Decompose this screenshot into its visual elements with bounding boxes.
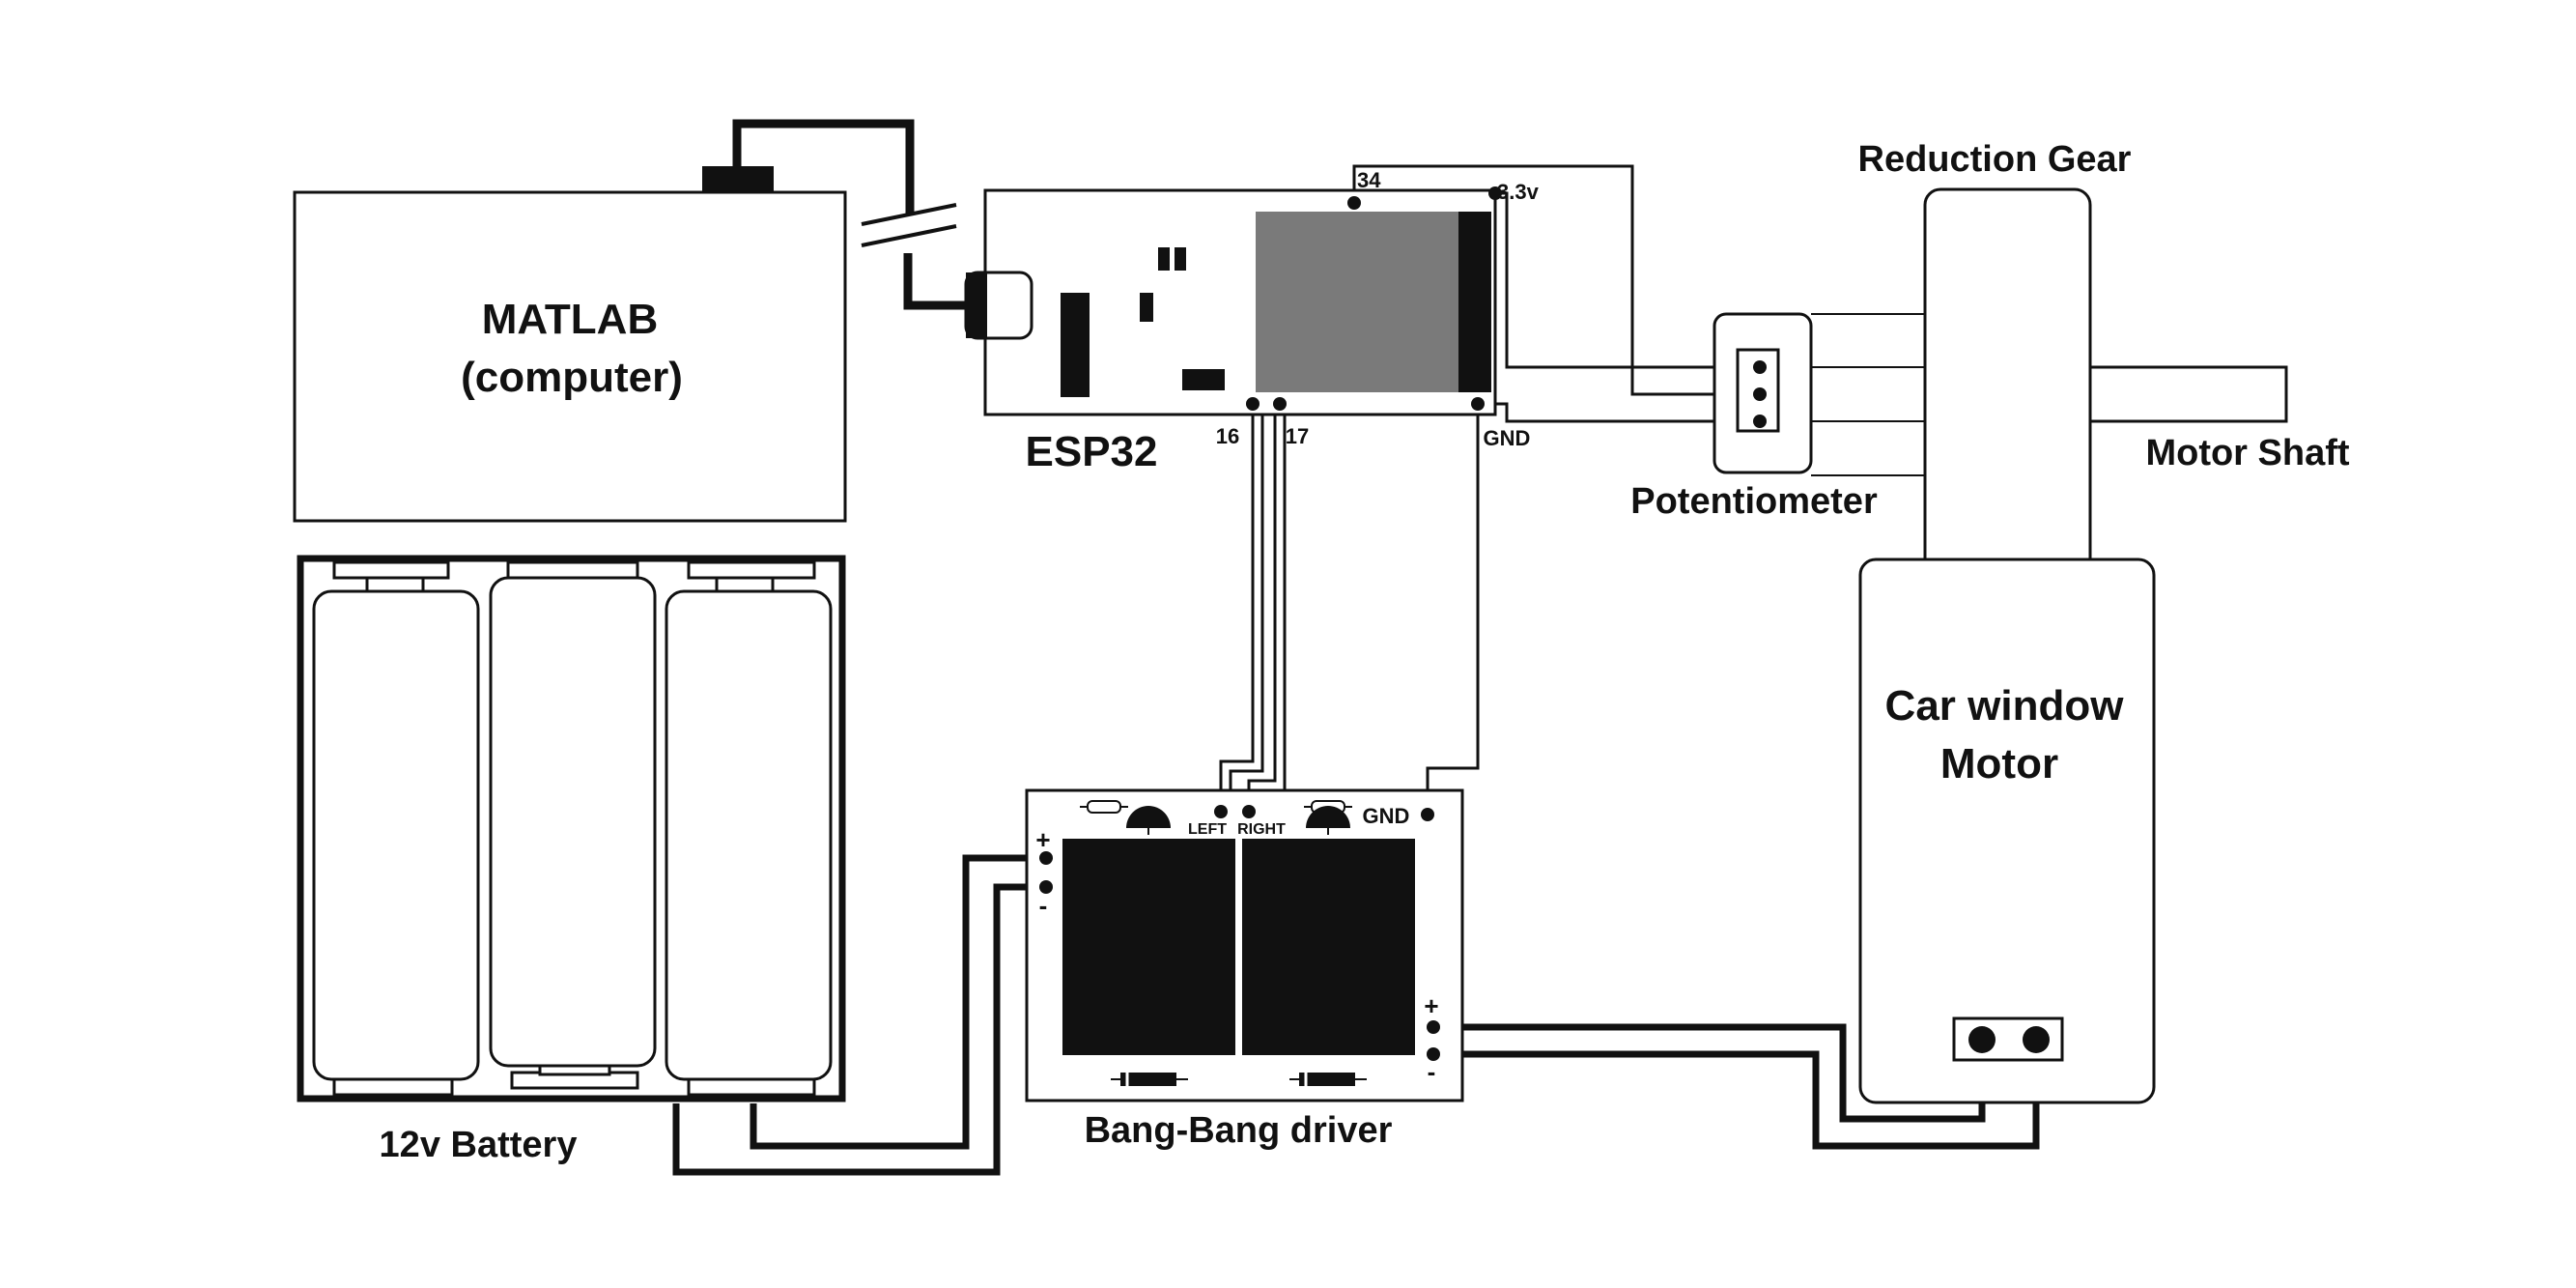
chip-component bbox=[1140, 293, 1153, 322]
battery-cell bbox=[665, 589, 833, 1081]
led-right bbox=[1306, 806, 1350, 828]
motor-plus-dot bbox=[1427, 1020, 1440, 1034]
diode bbox=[1120, 1073, 1176, 1086]
pin-17-dot bbox=[1273, 397, 1287, 411]
usb-cable-lower bbox=[903, 253, 974, 310]
heatsink-right bbox=[1242, 839, 1415, 1055]
pot-terminal-dot bbox=[1753, 387, 1767, 401]
usb-port bbox=[702, 166, 774, 192]
battery-label: 12v Battery bbox=[380, 1125, 578, 1165]
pin-gnd-dot bbox=[1471, 397, 1485, 411]
driver-label: Bang-Bang driver bbox=[1085, 1110, 1393, 1151]
right-label: RIGHT bbox=[1237, 821, 1286, 838]
power-minus-label: - bbox=[1039, 891, 1048, 920]
cable-break-mark bbox=[861, 224, 957, 247]
potentiometer-label: Potentiometer bbox=[1630, 481, 1878, 522]
chip-component bbox=[1182, 369, 1225, 390]
heatsink-left bbox=[1062, 839, 1235, 1055]
wire-battery-positive bbox=[750, 854, 1046, 1150]
wire-pot-wiper-34 bbox=[1352, 164, 1766, 396]
pin-33v-dot bbox=[1488, 186, 1502, 200]
wire-battery-negative bbox=[672, 883, 1046, 1176]
battery-pack: 12v Battery bbox=[297, 555, 846, 1165]
driver-gnd-dot bbox=[1421, 808, 1434, 821]
pin-16-dot bbox=[1246, 397, 1260, 411]
pin-gnd-label: GND bbox=[1484, 426, 1531, 450]
computer-label: (computer) bbox=[461, 354, 683, 401]
pin-17-label: 17 bbox=[1286, 424, 1309, 448]
battery-terminal bbox=[332, 560, 450, 580]
battery-terminal bbox=[332, 1077, 454, 1097]
battery-terminal bbox=[687, 1077, 816, 1097]
potentiometer: Potentiometer bbox=[1630, 312, 1878, 522]
resistor bbox=[1087, 800, 1121, 814]
wifi-module-antenna bbox=[1458, 212, 1491, 392]
pin-34-dot bbox=[1347, 196, 1361, 210]
led-left bbox=[1126, 806, 1171, 828]
usb-plug bbox=[966, 272, 987, 338]
esp32-board: 34 3.3v 16 17 GND ESP32 bbox=[964, 168, 1540, 475]
reduction-gear-label: Reduction Gear bbox=[1858, 139, 2132, 180]
battery-cell bbox=[312, 589, 480, 1081]
motor-shaft bbox=[2088, 365, 2288, 423]
left-input-dot bbox=[1214, 805, 1228, 818]
pin-33v-label: 3.3v bbox=[1497, 180, 1540, 204]
battery-terminal bbox=[365, 576, 425, 593]
pin-16-label: 16 bbox=[1216, 424, 1239, 448]
motor-terminal-dot bbox=[2023, 1026, 2050, 1053]
bang-bang-driver: LEFT RIGHT GND + - + - Bang-Bang driver bbox=[1025, 788, 1464, 1151]
motor-terminal-dot bbox=[1968, 1026, 1996, 1053]
right-input-dot bbox=[1242, 805, 1256, 818]
power-minus-dot bbox=[1039, 880, 1053, 894]
battery-cell bbox=[489, 576, 657, 1068]
battery-terminal bbox=[506, 560, 639, 580]
motor-minus-dot bbox=[1427, 1047, 1440, 1061]
gearbox: Reduction Gear Motor Shaft bbox=[1858, 139, 2350, 578]
left-label: LEFT bbox=[1188, 821, 1227, 838]
motor-shaft-label: Motor Shaft bbox=[2145, 433, 2349, 473]
matlab-label: MATLAB bbox=[482, 296, 658, 343]
diode bbox=[1299, 1073, 1355, 1086]
power-plus-label: + bbox=[1035, 825, 1050, 854]
usb-cable bbox=[732, 119, 915, 215]
chip-component bbox=[1175, 247, 1186, 271]
driver-gnd-label: GND bbox=[1363, 804, 1410, 828]
wifi-module-shield bbox=[1256, 212, 1458, 392]
pot-terminal-dot bbox=[1753, 415, 1767, 428]
reduction-gear-body bbox=[1923, 187, 2092, 578]
computer-box bbox=[293, 190, 847, 523]
pot-terminal-dot bbox=[1753, 360, 1767, 374]
motor-minus-label: - bbox=[1428, 1057, 1436, 1086]
motor-plus-label: + bbox=[1424, 991, 1438, 1020]
wire-pin16-left bbox=[1219, 404, 1255, 812]
wire-gnd bbox=[1426, 404, 1480, 815]
chip-component bbox=[1061, 293, 1090, 397]
power-plus-dot bbox=[1039, 851, 1053, 865]
wire-motor-minus bbox=[1433, 1042, 2040, 1150]
cable-break-mark bbox=[861, 203, 957, 226]
matlab-computer: MATLAB (computer) bbox=[293, 166, 847, 523]
motor-body bbox=[1858, 558, 2156, 1104]
motor-label-line2: Motor bbox=[1940, 740, 2058, 787]
car-window-motor: Car window Motor bbox=[1858, 558, 2156, 1104]
battery-terminal bbox=[715, 576, 775, 593]
wire-pot-gnd bbox=[1495, 402, 1766, 423]
motor-label: Car window bbox=[1885, 682, 2125, 730]
wire-pin16-left bbox=[1229, 404, 1264, 812]
chip-component bbox=[1158, 247, 1170, 271]
pin-34-label: 34 bbox=[1357, 168, 1381, 192]
esp32-label: ESP32 bbox=[1026, 428, 1158, 475]
battery-terminal bbox=[687, 560, 816, 580]
